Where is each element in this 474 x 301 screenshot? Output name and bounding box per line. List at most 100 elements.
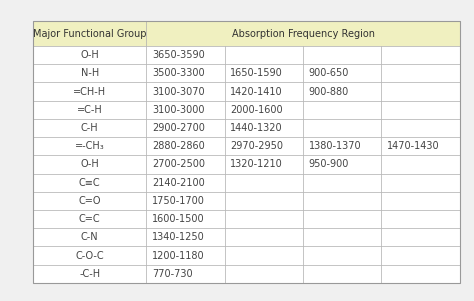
Bar [382,82,460,101]
Bar [225,265,303,283]
Bar [225,210,303,228]
Text: =CH-H: =CH-H [73,86,106,97]
Bar [225,137,303,155]
Bar [146,119,225,137]
Bar [225,101,303,119]
Text: 3650-3590: 3650-3590 [152,50,205,60]
Bar [33,247,146,265]
Bar [225,228,303,247]
Bar [146,228,225,247]
Bar [225,155,303,174]
Text: C=C: C=C [79,214,100,224]
Bar [382,155,460,174]
Bar [33,82,146,101]
Bar [382,192,460,210]
Text: 3100-3000: 3100-3000 [152,105,204,115]
Bar [146,101,225,119]
Bar [303,82,382,101]
Bar [146,192,225,210]
Bar [303,137,382,155]
Bar [225,64,303,82]
Text: 3500-3300: 3500-3300 [152,68,205,78]
Text: 2000-1600: 2000-1600 [230,105,283,115]
Bar [33,210,146,228]
Bar [382,210,460,228]
Text: Major Functional Group: Major Functional Group [33,29,146,39]
Text: 1440-1320: 1440-1320 [230,123,283,133]
Bar [146,21,460,46]
Bar [146,174,225,192]
Text: 2900-2700: 2900-2700 [152,123,205,133]
Bar [33,46,146,64]
Text: 1200-1180: 1200-1180 [152,251,205,261]
Text: 2700-2500: 2700-2500 [152,160,205,169]
Bar [303,192,382,210]
Text: C≡C: C≡C [79,178,100,188]
Bar [382,64,460,82]
Text: 1650-1590: 1650-1590 [230,68,283,78]
Text: 1600-1500: 1600-1500 [152,214,205,224]
Text: =-CH₃: =-CH₃ [75,141,105,151]
Bar [33,155,146,174]
Bar [146,46,225,64]
Bar [33,228,146,247]
Text: O-H: O-H [80,50,99,60]
Text: 2140-2100: 2140-2100 [152,178,205,188]
Bar [382,265,460,283]
Bar [225,192,303,210]
Text: 2880-2860: 2880-2860 [152,141,205,151]
Bar [33,64,146,82]
Bar [303,155,382,174]
Text: 1420-1410: 1420-1410 [230,86,283,97]
Bar [33,137,146,155]
Text: C=O: C=O [79,196,101,206]
Bar [382,119,460,137]
Text: C-H: C-H [81,123,99,133]
Bar [225,119,303,137]
Text: 900-880: 900-880 [309,86,349,97]
Bar [303,46,382,64]
Text: N-H: N-H [81,68,99,78]
Bar [303,174,382,192]
Text: O-H: O-H [80,160,99,169]
Text: 3100-3070: 3100-3070 [152,86,205,97]
Text: 1380-1370: 1380-1370 [309,141,361,151]
Bar [382,228,460,247]
Bar [225,174,303,192]
Bar [303,247,382,265]
Bar [146,247,225,265]
Bar [303,119,382,137]
Bar [303,228,382,247]
Bar [146,82,225,101]
Text: 1320-1210: 1320-1210 [230,160,283,169]
Text: =C-H: =C-H [77,105,102,115]
Bar [33,192,146,210]
Bar [303,64,382,82]
Bar [146,265,225,283]
Bar [303,101,382,119]
Text: 770-730: 770-730 [152,269,192,279]
Bar [382,247,460,265]
Bar [33,21,460,283]
Text: 1340-1250: 1340-1250 [152,232,205,242]
Text: 900-650: 900-650 [309,68,349,78]
Bar [146,64,225,82]
Bar [225,247,303,265]
Text: 950-900: 950-900 [309,160,349,169]
Bar [382,137,460,155]
Text: C-N: C-N [81,232,99,242]
Bar [33,265,146,283]
Text: C-O-C: C-O-C [75,251,104,261]
Bar [146,137,225,155]
Bar [382,101,460,119]
Bar [303,210,382,228]
Bar [382,46,460,64]
Text: -C-H: -C-H [79,269,100,279]
Bar [33,174,146,192]
Bar [382,174,460,192]
Bar [146,210,225,228]
Bar [146,155,225,174]
Text: 1470-1430: 1470-1430 [387,141,440,151]
Bar [33,21,460,283]
Bar [33,119,146,137]
